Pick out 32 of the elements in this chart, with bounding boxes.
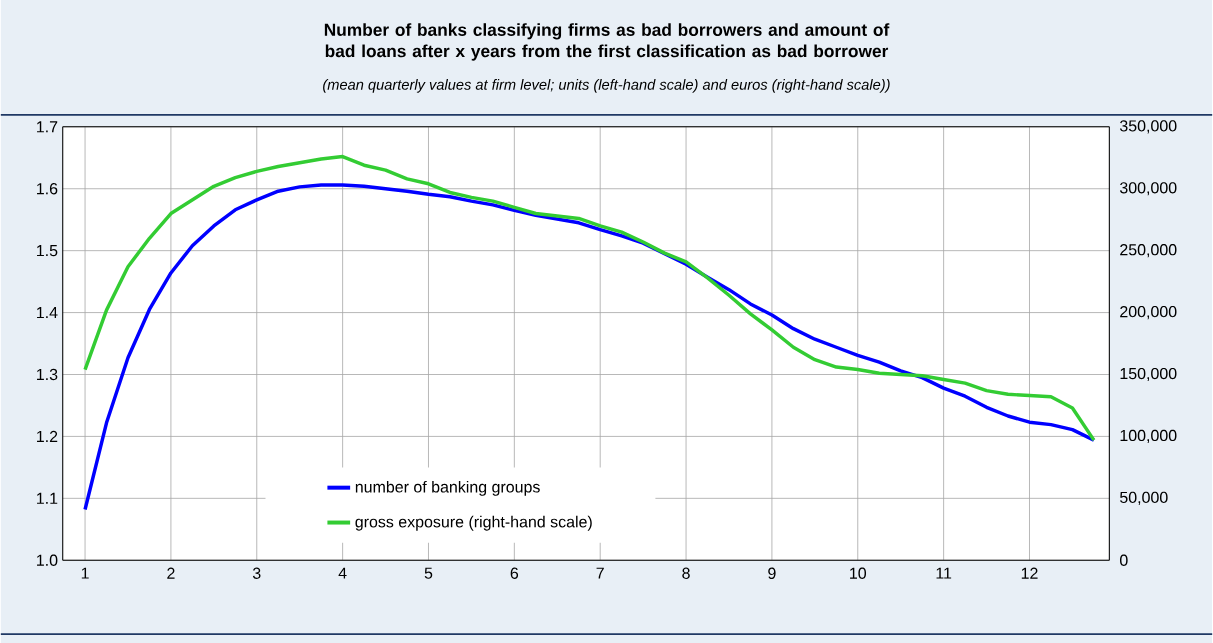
- x-tick-label: 1: [81, 567, 89, 579]
- y-tick-label: 1.1: [37, 492, 58, 504]
- y-tick-label: 1.3: [37, 368, 58, 381]
- y2-tick-label: 0: [1119, 554, 1128, 566]
- y2-tick-label: 100,000: [1120, 429, 1177, 443]
- y-tick-label: 1.0: [37, 554, 58, 566]
- y2-tick-label: 200,000: [1120, 305, 1177, 320]
- chart-subtitle: (mean quarterly values at firm level; units (left-hand scale) and euros (right-hand scale)): [323, 79, 890, 93]
- y2-tick-label: 350,000: [1119, 120, 1177, 134]
- x-tick-label: 3: [252, 567, 261, 579]
- x-tick-label: 5: [424, 567, 433, 579]
- y-tick-label: 1.5: [37, 245, 58, 257]
- y2-tick-label: 50,000: [1120, 491, 1168, 505]
- chart-title: Number of banks classifying firms as bad borrowers and amount of bad loans after x years from the first classification as bad borrower: [324, 23, 890, 61]
- legend-label: gross exposure (right-hand scale): [355, 515, 592, 531]
- y-tick-label: 1.2: [37, 430, 58, 442]
- y-tick-label: 1.6: [37, 183, 58, 195]
- x-tick-label: 4: [338, 567, 347, 579]
- x-tick-label: 9: [768, 567, 776, 579]
- y2-tick-label: 150,000: [1120, 367, 1177, 382]
- legend-label: number of banking groups: [355, 480, 540, 496]
- x-tick-label: 11: [936, 567, 952, 579]
- x-tick-label: 7: [596, 567, 604, 579]
- x-tick-label: 10: [850, 567, 867, 579]
- x-tick-label: 12: [1021, 567, 1038, 579]
- y-tick-label: 1.7: [37, 121, 58, 133]
- x-tick-label: 2: [167, 567, 175, 579]
- x-tick-label: 6: [510, 567, 519, 579]
- x-tick-label: 8: [682, 567, 690, 579]
- y2-tick-label: 250,000: [1120, 244, 1177, 258]
- y2-tick-label: 300,000: [1119, 182, 1177, 196]
- y-tick-label: 1.4: [37, 307, 58, 319]
